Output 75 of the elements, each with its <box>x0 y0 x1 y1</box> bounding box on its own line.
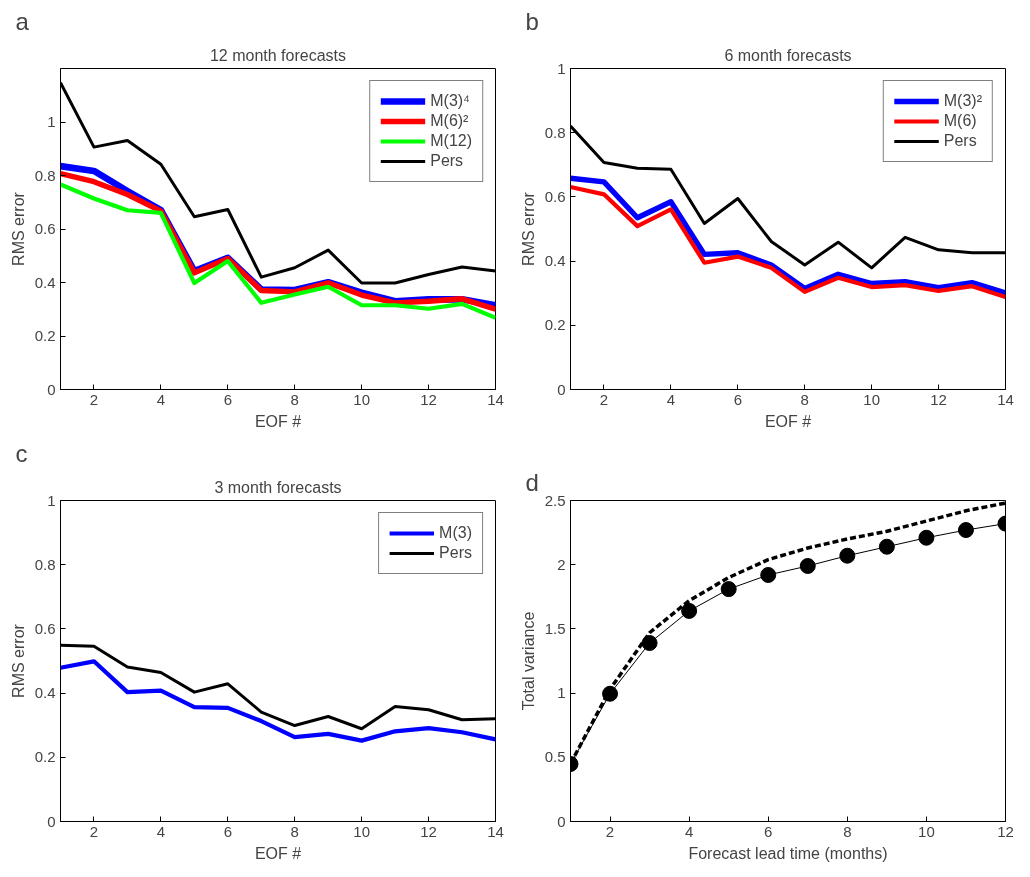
x-tick-label: 6 <box>733 390 742 408</box>
y-tick-label: 1 <box>47 113 56 130</box>
y-tick-label: 0.8 <box>34 166 56 184</box>
x-tick-label: 8 <box>843 822 852 840</box>
x-tick-label: 10 <box>918 822 935 840</box>
legend-label: Pers <box>943 132 977 150</box>
y-axis-title: RMS error <box>519 191 537 266</box>
legend-label: Pers <box>439 544 472 562</box>
y-tick-label: 0.2 <box>34 748 56 766</box>
legend-label: M(6) <box>943 112 977 130</box>
x-tick-label: 2 <box>605 822 615 840</box>
x-tick-label: 2 <box>89 390 99 408</box>
x-tick-label: 6 <box>764 822 773 840</box>
y-tick-label: 0.5 <box>544 748 566 766</box>
x-tick-label: 10 <box>353 390 370 408</box>
y-tick-label: 0 <box>557 812 566 830</box>
y-tick-label: 0 <box>47 380 56 398</box>
x-tick-label: 10 <box>863 390 880 408</box>
y-tick-label: 0.6 <box>34 220 56 237</box>
x-tick-label: 10 <box>353 822 370 840</box>
text: d <box>525 468 539 496</box>
x-axis-title: EOF # <box>254 412 302 430</box>
x-tick-label: 12 <box>930 390 947 408</box>
x-tick-label: 6 <box>223 822 232 840</box>
x-tick-label: 8 <box>290 390 299 408</box>
x-tick-label: 4 <box>156 822 166 840</box>
x-tick-label: 8 <box>290 822 299 840</box>
x-tick-label: 14 <box>997 390 1014 408</box>
legend-label: Pers <box>430 152 464 170</box>
x-tick-label: 4 <box>666 390 676 408</box>
x-axis-title: Forecast lead time (months) <box>688 844 888 862</box>
legend-label: M(3)⁴ <box>430 92 470 110</box>
x-tick-label: 2 <box>89 822 99 840</box>
y-axis-title: RMS error <box>9 623 27 698</box>
x-tick-label: 14 <box>487 822 504 840</box>
text: c <box>15 439 28 467</box>
x-tick-label: 2 <box>599 390 609 408</box>
y-tick-label: 1 <box>557 684 566 702</box>
chart-title: 6 month forecasts <box>724 46 852 64</box>
y-tick-label: 0.6 <box>544 187 566 205</box>
y-tick-label: 0.8 <box>544 123 566 141</box>
x-tick-label: 8 <box>800 390 809 408</box>
y-tick-label: 2 <box>557 555 566 573</box>
y-tick-label: 0.2 <box>544 316 566 334</box>
text: a <box>15 7 30 35</box>
chart-title: 3 month forecasts <box>214 478 342 496</box>
x-tick-label: 12 <box>420 822 437 840</box>
y-tick-label: 1 <box>47 491 56 509</box>
legend-label: M(12) <box>430 132 472 150</box>
x-tick-label: 14 <box>487 390 504 408</box>
x-axis-title: EOF # <box>764 412 812 430</box>
y-tick-label: 0.2 <box>34 327 56 344</box>
y-tick-label: 0.4 <box>34 684 56 702</box>
x-tick-label: 4 <box>684 822 694 840</box>
x-tick-label: 12 <box>997 822 1014 840</box>
y-tick-label: 2.5 <box>544 491 566 509</box>
y-tick-label: 0 <box>557 380 566 398</box>
text: b <box>525 7 539 35</box>
y-axis-title: RMS error <box>9 191 27 266</box>
x-tick-label: 4 <box>156 390 166 408</box>
y-tick-label: 0.6 <box>34 619 56 637</box>
y-tick-label: 0 <box>47 812 56 830</box>
legend-label: M(3) <box>439 524 472 542</box>
y-axis-title: Total variance <box>519 611 537 711</box>
x-tick-label: 6 <box>223 390 232 408</box>
x-tick-label: 12 <box>420 390 437 408</box>
legend-label: M(3)² <box>943 92 982 110</box>
x-axis-title: EOF # <box>254 844 302 862</box>
y-tick-label: 0.4 <box>544 252 566 270</box>
y-tick-label: 0.4 <box>34 273 56 291</box>
y-tick-label: 1.5 <box>544 619 566 637</box>
chart-title: 12 month forecasts <box>209 46 347 64</box>
y-tick-label: 0.8 <box>34 555 56 573</box>
legend-label: M(6)² <box>430 112 469 130</box>
y-tick-label: 1 <box>557 59 566 77</box>
